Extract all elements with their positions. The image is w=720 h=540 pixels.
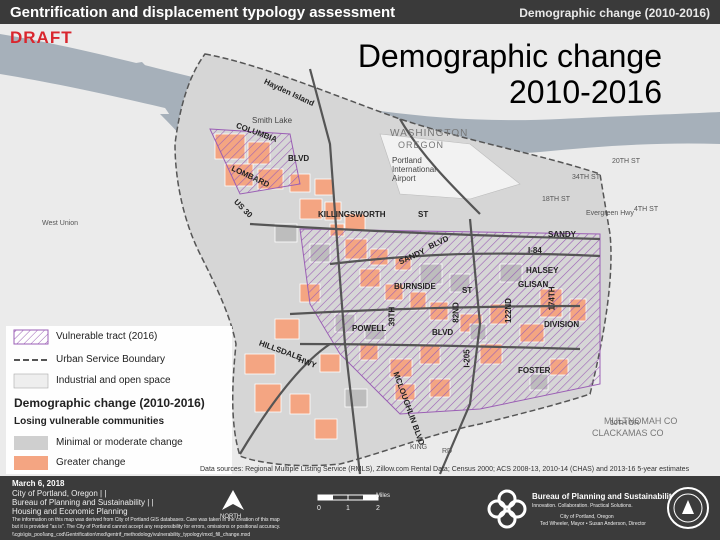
- label-killingsworth: KILLINGSWORTH: [318, 210, 386, 219]
- footer-org3: Housing and Economic Planning: [12, 507, 128, 516]
- label-4th: 4TH ST: [634, 206, 659, 213]
- legend-minimal: Minimal or moderate change: [56, 437, 183, 448]
- map-sheet-title: Demographic change (2010-2016): [519, 6, 710, 20]
- label-oregon: OREGON: [398, 140, 445, 150]
- footer-org1: City of Portland, Oregon | |: [12, 489, 107, 498]
- footer-bar: March 6, 2018 City of Portland, Oregon |…: [0, 476, 720, 540]
- scale-bar: [317, 494, 379, 501]
- footer-disclaimer2: but it is provided "as is". The City of …: [12, 524, 281, 530]
- city-line1: City of Portland, Oregon: [560, 514, 614, 520]
- legend-subheading: Losing vulnerable communities: [14, 416, 165, 427]
- label-i205: I-205: [462, 349, 472, 368]
- label-122nd: 122ND: [503, 298, 513, 323]
- bureau-name: Bureau of Planning and Sustainability: [532, 492, 677, 501]
- industrial-swatch: [13, 373, 49, 389]
- label-34th: 34TH ST: [572, 174, 601, 181]
- label-foster: FOSTER: [518, 366, 551, 375]
- legend-heading: Demographic change (2010-2016): [14, 396, 205, 410]
- label-174th: 174TH: [547, 286, 557, 311]
- vulnerable-swatch: [13, 329, 49, 345]
- label-clackamas: CLACKAMAS CO: [592, 428, 664, 438]
- label-st-burnside: ST: [462, 286, 473, 295]
- greater-swatch: [14, 456, 48, 470]
- label-18th: 18TH ST: [542, 196, 571, 203]
- header-bar: Gentrification and displacement typology…: [0, 0, 720, 24]
- footer-filepath: \\cgis\gis_pool\ang_cod\Gentrification\m…: [12, 532, 251, 538]
- footer-org2: Bureau of Planning and Sustainability | …: [12, 498, 154, 507]
- label-powell: POWELL: [352, 324, 387, 333]
- label-king: KING: [410, 444, 428, 451]
- label-i84: I-84: [528, 246, 542, 255]
- vulnerable-tracts: [299, 228, 601, 415]
- label-glisan: GLISAN: [518, 280, 549, 289]
- label-multnomah: MULTNOMAH CO: [604, 416, 678, 426]
- label-west-union: West Union: [42, 220, 79, 227]
- map-legend: Vulnerable tract (2016) Urban Service Bo…: [6, 326, 232, 474]
- legend-swatches: [13, 329, 49, 470]
- label-st: ST: [418, 210, 429, 219]
- label-washington: WASHINGTON: [390, 128, 469, 139]
- overlay-title: Demographic change 2010-2016: [357, 38, 662, 110]
- data-sources-credit: Data sources: Regional Multiple Listing …: [200, 466, 690, 473]
- label-smith-lake: Smith Lake: [252, 116, 293, 125]
- scale-tick-1: 1: [346, 505, 350, 512]
- footer-disclaimer1: The information on this map was derived …: [12, 517, 280, 523]
- label-39th: 39TH: [387, 306, 397, 327]
- label-burnside: BURNSIDE: [394, 282, 436, 291]
- legend-greater: Greater change: [56, 457, 126, 468]
- map-graphic: [0, 24, 720, 476]
- north-label: NORTH: [220, 514, 242, 520]
- city-seal-icon: [667, 487, 709, 529]
- scale-tick-0: 0: [317, 505, 321, 512]
- map-series-title: Gentrification and displacement typology…: [10, 4, 396, 21]
- columbia-river: [0, 34, 720, 154]
- label-blvd-powell: BLVD: [432, 328, 454, 337]
- label-82nd: 82ND: [451, 302, 461, 323]
- city-line2: Ted Wheeler, Mayor • Susan Anderson, Dir…: [540, 521, 646, 527]
- legend-usb: Urban Service Boundary: [56, 354, 165, 365]
- north-arrow-icon: [222, 490, 244, 510]
- label-division: DIVISION: [544, 320, 580, 329]
- label-evergreen: Evergreen Hwy: [586, 210, 634, 217]
- legend-industrial: Industrial and open space: [56, 375, 171, 386]
- label-airport: Portland International Airport: [392, 156, 437, 183]
- major-roads: [239, 68, 601, 475]
- footer-date: March 6, 2018: [12, 479, 65, 488]
- label-halsey: HALSEY: [526, 266, 559, 275]
- label-sandy-east: SANDY: [548, 230, 577, 239]
- bps-logo-icon: [487, 489, 527, 529]
- label-20th: 20TH ST: [612, 158, 641, 165]
- airport-area: [379, 133, 521, 200]
- draft-stamp: DRAFT: [10, 28, 73, 47]
- map-area: Hayden Island COLUMBIA Smith Lake BLVD P…: [0, 24, 720, 476]
- legend-vulnerable: Vulnerable tract (2016): [56, 331, 158, 342]
- label-rd: RD: [442, 448, 453, 455]
- scale-unit: Miles: [376, 493, 391, 499]
- bureau-tagline: Innovation. Collaboration. Practical Sol…: [532, 503, 633, 509]
- minimal-swatch: [14, 436, 48, 450]
- label-blvd: BLVD: [288, 154, 310, 163]
- scale-tick-2: 2: [376, 505, 380, 512]
- label-10th: 10TH DR: [610, 420, 640, 427]
